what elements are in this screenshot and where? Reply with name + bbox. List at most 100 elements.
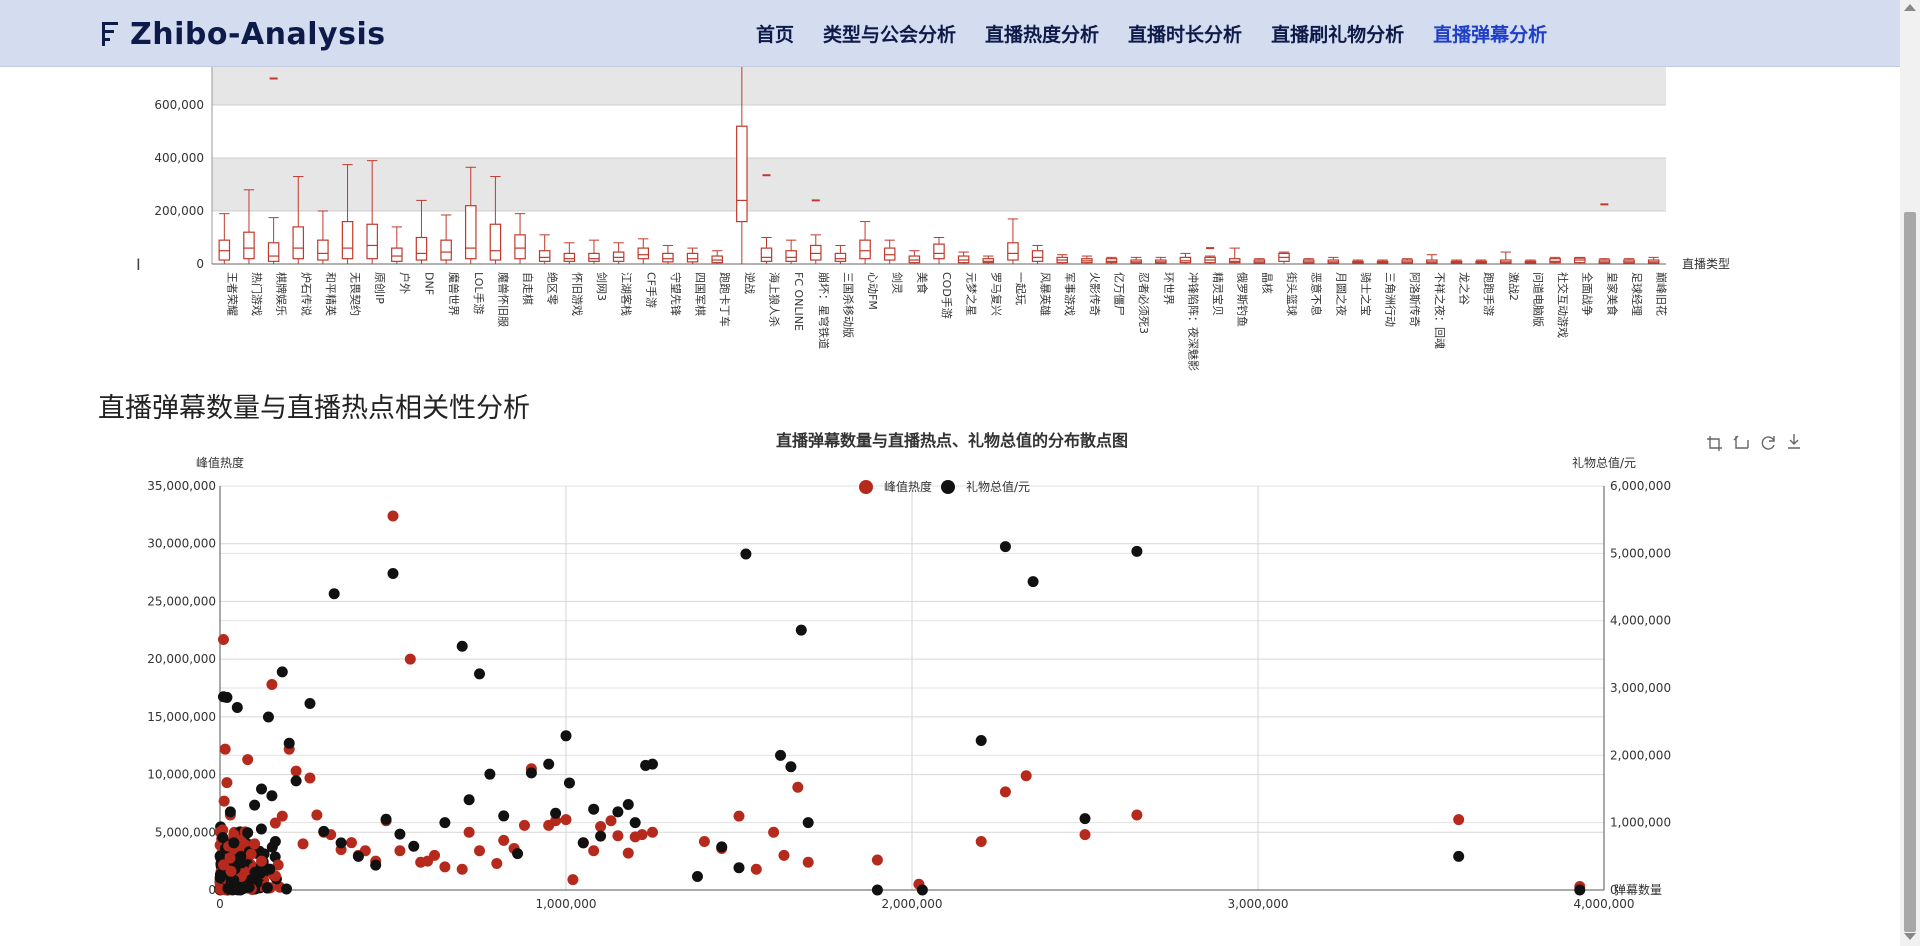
scatter-series xyxy=(217,510,1586,893)
scatter-point xyxy=(311,809,323,821)
x-tick-label: 户外 xyxy=(398,272,412,294)
scatter-point xyxy=(387,568,399,580)
text-cursor-icon: I xyxy=(136,255,141,274)
scatter-point xyxy=(224,806,236,818)
scatter-point xyxy=(543,758,555,770)
scatter-point xyxy=(245,848,257,860)
scatter-legend[interactable]: 峰值热度 礼物总值/元 xyxy=(859,479,1030,494)
box-item xyxy=(736,66,748,264)
box-body xyxy=(736,125,748,223)
box-item xyxy=(1105,256,1118,264)
legend-label[interactable]: 峰值热度 xyxy=(884,479,932,494)
box-item xyxy=(612,242,625,264)
legend-marker[interactable] xyxy=(941,480,955,494)
box-item xyxy=(588,239,600,264)
chart-toolbox[interactable] xyxy=(1707,434,1800,451)
restore-icon-shape[interactable] xyxy=(1761,436,1775,450)
scatter-point xyxy=(785,761,797,773)
scatter-point xyxy=(255,823,267,835)
x-tick-label: 2,000,000 xyxy=(881,897,942,911)
zoom-icon-shape[interactable] xyxy=(1707,436,1722,451)
legend-label[interactable]: 礼物总值/元 xyxy=(966,479,1030,494)
box-item xyxy=(883,239,896,264)
x-tick-label: 剑网3 xyxy=(595,272,609,301)
scatter-point xyxy=(276,810,288,822)
x-tick-label: 江湖客栈 xyxy=(620,272,634,316)
box-item xyxy=(489,176,502,264)
nav-duration-analysis[interactable]: 直播时长分析 xyxy=(1128,23,1243,46)
x-tick-label: 1,000,000 xyxy=(535,897,596,911)
box-body xyxy=(834,252,847,262)
zoom-reset-icon-shape[interactable] xyxy=(1733,435,1749,449)
scroll-up-arrow-icon[interactable] xyxy=(1904,4,1916,11)
scatter-point xyxy=(512,848,524,860)
restore-icon[interactable] xyxy=(1761,436,1775,450)
scatter-point xyxy=(567,874,579,886)
scatter-point xyxy=(266,790,278,802)
download-icon-shape[interactable] xyxy=(1788,434,1800,449)
box-item xyxy=(1278,251,1290,264)
nav-home[interactable]: 首页 xyxy=(756,23,795,46)
box-body xyxy=(489,223,502,261)
nav-danmu-analysis[interactable]: 直播弹幕分析 xyxy=(1433,23,1548,46)
scatter-point xyxy=(612,806,624,818)
box-item xyxy=(1228,247,1241,264)
nav-type-guild-analysis[interactable]: 类型与公会分析 xyxy=(823,23,957,46)
box-body xyxy=(1549,258,1561,264)
box-body xyxy=(1031,250,1044,262)
x-tick-label: 四国军棋 xyxy=(694,272,708,316)
box-body xyxy=(1228,258,1241,264)
y2-tick-label: 1,000,000 xyxy=(1610,816,1671,830)
scatter-point xyxy=(733,862,745,874)
scatter-point xyxy=(272,859,284,871)
brand-name: Zhibo-Analysis xyxy=(130,16,386,52)
box-item xyxy=(662,244,674,264)
scrollbar-thumb[interactable] xyxy=(1904,212,1916,932)
legend-marker[interactable] xyxy=(859,480,873,494)
brand[interactable]: Zhibo-Analysis xyxy=(100,14,386,54)
x-tick-label: 激战2 xyxy=(1507,272,1521,301)
box-body xyxy=(563,252,576,262)
y2-tick-label: 4,000,000 xyxy=(1610,614,1671,628)
scatter-point xyxy=(622,798,634,810)
box-item xyxy=(1475,259,1487,264)
box-body xyxy=(317,239,329,261)
scatter-point xyxy=(563,777,575,789)
scatter-point xyxy=(328,588,340,600)
box-item xyxy=(1056,254,1068,264)
x-tick-label: 自走棋 xyxy=(521,272,535,305)
scatter-point xyxy=(217,831,229,843)
download-icon[interactable] xyxy=(1788,434,1800,449)
y-tick-label: 0 xyxy=(196,257,204,271)
scroll-down-arrow-icon[interactable] xyxy=(1904,933,1916,940)
zoom-icon[interactable] xyxy=(1707,436,1722,451)
scatter-point xyxy=(1131,809,1143,821)
scatter-point xyxy=(802,817,814,829)
scatter-point xyxy=(242,754,254,766)
y-tick-label: 600,000 xyxy=(154,98,204,112)
box-body xyxy=(267,242,280,262)
box-item xyxy=(1179,252,1192,264)
box-item xyxy=(1204,255,1216,264)
page-scrollbar[interactable] xyxy=(1900,0,1920,946)
box-item xyxy=(1352,259,1364,264)
y-tick-label: 35,000,000 xyxy=(147,479,216,493)
nav-heat-analysis[interactable]: 直播热度分析 xyxy=(985,23,1100,46)
scatter-point xyxy=(1453,850,1465,862)
x-tick-label: 罗马复兴 xyxy=(989,272,1003,316)
zoom-reset-icon[interactable] xyxy=(1733,435,1749,449)
scatter-point xyxy=(550,807,562,819)
scatter-point xyxy=(218,795,230,807)
x-tick-label: 崩坏：星穹铁道 xyxy=(817,272,831,349)
scatter-point xyxy=(1131,545,1143,557)
nav-gift-analysis[interactable]: 直播刷礼物分析 xyxy=(1271,23,1405,46)
scatter-point xyxy=(525,767,537,779)
scatter-point xyxy=(235,850,247,862)
scatter-point xyxy=(283,737,295,749)
box-item xyxy=(1647,256,1660,264)
y-tick-label: 20,000,000 xyxy=(147,652,216,666)
box-item xyxy=(1450,259,1463,264)
scatter-point xyxy=(1574,884,1586,896)
scatter-point xyxy=(394,828,406,840)
box-item xyxy=(1401,258,1414,264)
